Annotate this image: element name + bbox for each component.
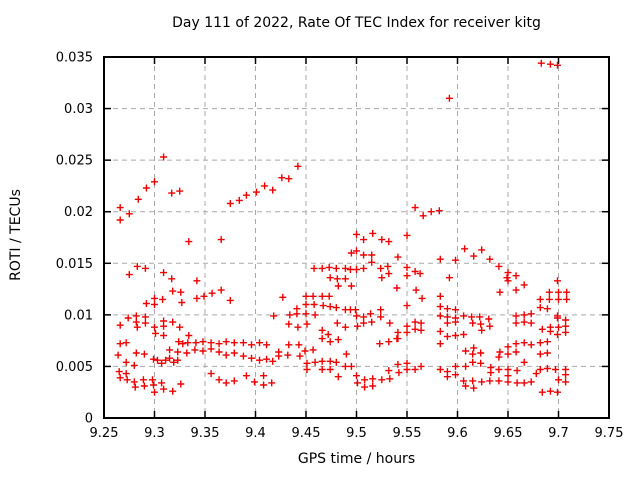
y-tick-label: 0.025	[56, 154, 93, 169]
scatter-points	[114, 59, 571, 396]
x-tick-label: 9.65	[494, 426, 523, 441]
y-tick-label: 0.035	[56, 51, 93, 66]
y-tick-label: 0.01	[64, 308, 93, 323]
x-tick-label: 9.55	[393, 426, 422, 441]
x-tick-label: 9.3	[144, 426, 165, 441]
x-tick-label: 9.35	[191, 426, 220, 441]
x-tick-label: 9.4	[245, 426, 266, 441]
y-tick-label: 0.015	[56, 257, 93, 272]
y-tick-label: 0.03	[64, 102, 93, 117]
y-tick-label: 0	[85, 412, 93, 427]
x-axis-label: GPS time / hours	[297, 451, 416, 467]
x-tick-label: 9.25	[90, 426, 119, 441]
y-tick-label: 0.005	[56, 360, 93, 375]
x-tick-label: 9.6	[447, 426, 468, 441]
y-tick-label: 0.02	[64, 205, 93, 220]
plot-frame	[103, 56, 610, 419]
x-tick-label: 9.75	[595, 426, 624, 441]
chart-title: Day 111 of 2022, Rate Of TEC Index for r…	[172, 15, 541, 31]
x-tick-label: 9.45	[292, 426, 321, 441]
y-axis-label: ROTI / TECUs	[8, 189, 24, 281]
x-tick-label: 9.7	[548, 426, 569, 441]
tick-labels: 9.25 9.3 9.35 9.4 9.45 9.5 9.55 9.6 9.65 9.7 9.75 0…	[56, 51, 624, 442]
x-tick-label: 9.5	[346, 426, 367, 441]
